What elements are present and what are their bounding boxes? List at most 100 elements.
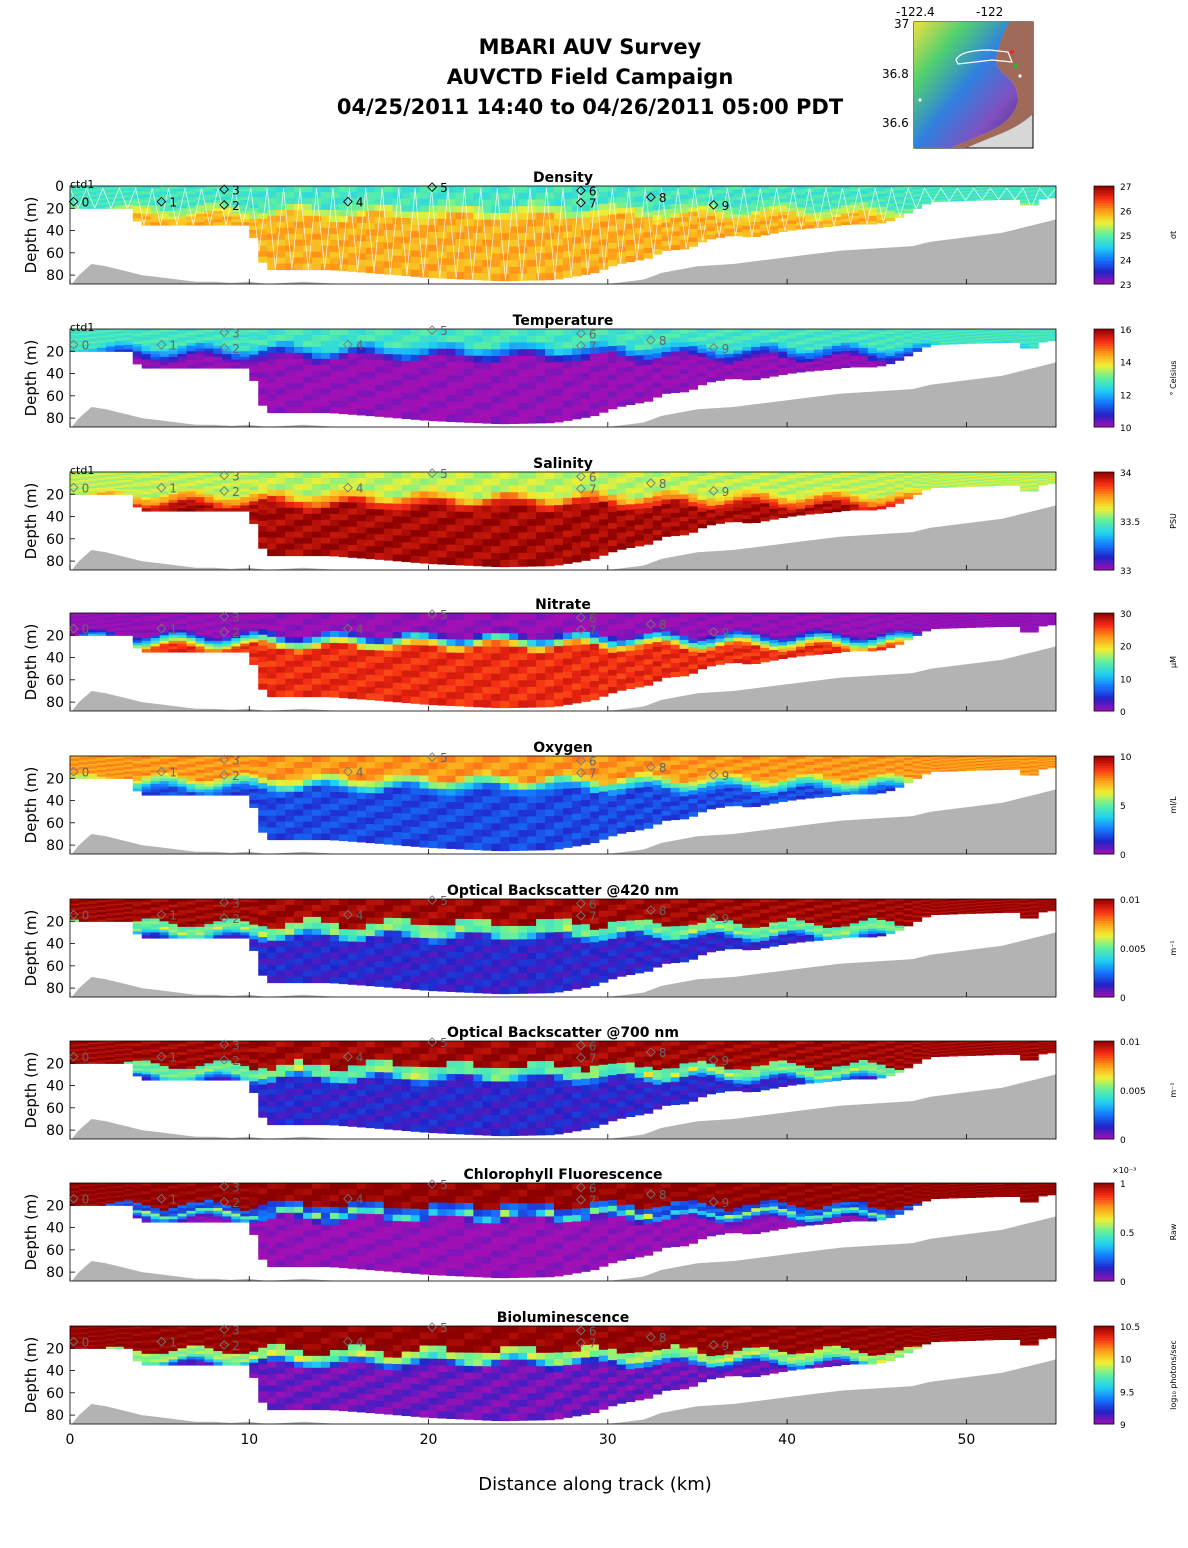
- heatmap-cell: [78, 473, 89, 476]
- heatmap-cell: [715, 493, 725, 499]
- heatmap-cell: [96, 486, 107, 489]
- heatmap-cell: [410, 367, 421, 375]
- heatmap-cell: [805, 209, 815, 214]
- heatmap-cell: [580, 410, 591, 418]
- heatmap-cell: [634, 196, 645, 203]
- heatmap-cell: [132, 338, 143, 343]
- heatmap-cell: [805, 215, 815, 220]
- heatmap-cell: [751, 232, 761, 237]
- heatmap-cell: [96, 187, 107, 190]
- heatmap-cell: [813, 498, 824, 503]
- heatmap-cell: [831, 365, 842, 370]
- heatmap-cell: [661, 356, 672, 362]
- heatmap-cell: [123, 476, 134, 479]
- axes-frame: [69, 328, 1057, 428]
- heatmap-cell: [688, 502, 699, 507]
- heatmap-cell: [249, 479, 259, 484]
- colorbar-segment: [1094, 390, 1114, 394]
- heatmap-cell: [742, 200, 752, 205]
- heatmap-cell: [831, 474, 842, 479]
- heatmap-cell: [984, 484, 994, 487]
- heatmap-cell: [150, 213, 161, 218]
- heatmap-cell: [392, 243, 403, 250]
- station-marker: [219, 200, 230, 210]
- heatmap-cell: [114, 335, 125, 338]
- heatmap-cell: [607, 511, 618, 519]
- heatmap-cell: [1002, 331, 1012, 334]
- heatmap-cell: [249, 358, 259, 363]
- heatmap-cell: [957, 478, 967, 480]
- heatmap-cell: [563, 192, 573, 200]
- heatmap-cell: [536, 545, 546, 554]
- heatmap-cell: [885, 496, 896, 500]
- heatmap-cell: [204, 205, 215, 209]
- heatmap-cell: [751, 339, 761, 344]
- heatmap-cell: [993, 188, 1003, 191]
- heatmap-cell: [769, 365, 779, 370]
- heatmap-cell: [285, 406, 295, 414]
- colorbar-segment: [1094, 235, 1114, 238]
- heatmap-cell: [338, 371, 349, 378]
- colorbar-segment: [1094, 205, 1114, 209]
- heatmap-cell: [455, 525, 465, 533]
- heatmap-cell: [894, 480, 905, 484]
- heatmap-cell: [437, 212, 448, 220]
- heatmap-cell: [285, 400, 295, 408]
- heatmap-cell: [652, 224, 663, 231]
- heatmap-cell: [96, 487, 107, 491]
- heatmap-cell: [509, 260, 519, 268]
- heatmap-cell: [70, 349, 80, 352]
- heatmap-cell: [509, 472, 519, 480]
- heatmap-cell: [598, 209, 609, 217]
- heatmap-cell: [1020, 472, 1030, 474]
- heatmap-cell: [957, 339, 967, 342]
- heatmap-cell: [688, 333, 699, 339]
- heatmap-cell: [751, 189, 761, 194]
- heatmap-cell: [132, 188, 143, 192]
- heatmap-cell: [105, 492, 116, 495]
- heatmap-cell: [338, 186, 349, 193]
- heatmap-cell: [231, 354, 241, 358]
- heatmap-cell: [787, 332, 797, 336]
- colorbar-segment: [1094, 368, 1114, 372]
- heatmap-cell: [580, 553, 591, 561]
- heatmap-cell: [70, 479, 80, 483]
- heatmap-cell: [150, 191, 161, 195]
- heatmap-cell: [670, 472, 681, 478]
- heatmap-cell: [347, 246, 358, 254]
- heatmap-cell: [204, 502, 215, 507]
- heatmap-cell: [1020, 339, 1030, 342]
- heatmap-cell: [1029, 329, 1039, 331]
- heatmap-cell: [652, 535, 663, 541]
- heatmap-cell: [867, 207, 878, 211]
- heatmap-cell: [831, 360, 842, 364]
- heatmap-cell: [706, 502, 716, 507]
- heatmap-cell: [401, 491, 412, 499]
- heatmap-cell: [383, 503, 394, 511]
- heatmap-cell: [294, 340, 304, 348]
- heatmap-cell: [724, 207, 734, 212]
- heatmap-cell: [796, 207, 806, 212]
- heatmap-cell: [132, 361, 143, 365]
- heatmap-cell: [141, 488, 152, 493]
- heatmap-cell: [258, 345, 268, 352]
- heatmap-cell: [885, 331, 896, 335]
- heatmap-cell: [885, 504, 896, 508]
- heatmap-cell: [383, 515, 394, 523]
- heatmap-cell: [276, 406, 286, 414]
- heatmap-cell: [87, 332, 98, 335]
- heatmap-cell: [231, 216, 241, 221]
- heatmap-cell: [303, 203, 313, 211]
- heatmap-cell: [912, 343, 923, 346]
- heatmap-cell: [150, 342, 161, 347]
- heatmap-cell: [813, 206, 824, 211]
- heatmap-cell: [598, 197, 609, 205]
- heatmap-cell: [616, 345, 627, 352]
- heatmap-cell: [455, 348, 465, 357]
- heatmap-cell: [527, 369, 537, 377]
- colorbar-segment: [1094, 538, 1114, 542]
- heatmap-cell: [365, 484, 376, 492]
- heatmap-cell: [805, 504, 815, 509]
- heatmap-cell: [554, 401, 564, 410]
- heatmap-cell: [652, 358, 663, 364]
